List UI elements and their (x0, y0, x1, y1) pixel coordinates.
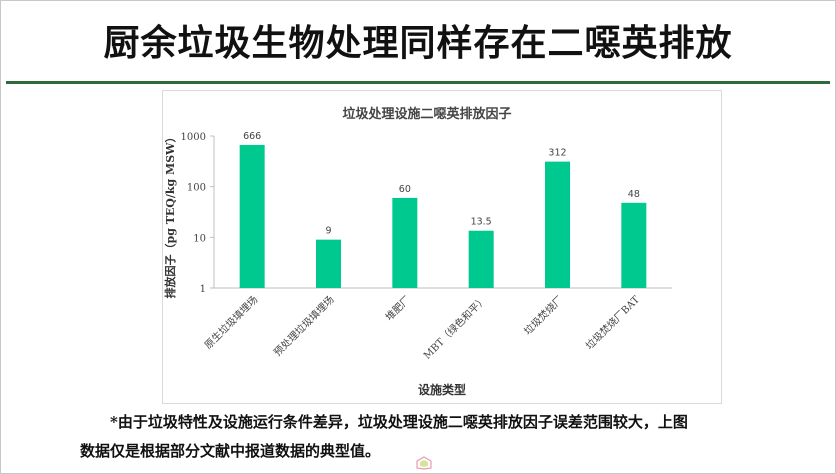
y-tick-label: 100 (187, 183, 206, 194)
chart-frame (162, 90, 722, 404)
bar (621, 202, 647, 288)
chart-title: 垃圾处理设施二噁英排放因子 (342, 106, 511, 122)
x-tick-label: 垃圾焚烧厂BAT (583, 293, 642, 352)
y-tick-label: 10 (193, 233, 206, 244)
bar (239, 144, 265, 288)
x-tick-label: 预处理垃圾填埋场 (271, 293, 337, 359)
bar-data-label: 9 (325, 226, 331, 237)
bar (392, 197, 418, 288)
y-tick-label: 1 (200, 284, 206, 295)
x-tick-label: 堆肥厂 (383, 294, 413, 324)
logo-icon (416, 456, 432, 470)
x-tick-label: 垃圾焚烧厂 (521, 293, 566, 338)
x-tick-label: MBT（绿色和平） (421, 293, 490, 362)
bar (316, 239, 341, 288)
bar-data-label: 666 (243, 131, 261, 142)
bar-data-label: 13.5 (471, 217, 492, 228)
y-axis-label: 排放因子（pg TEQ/kg MSW） (163, 132, 177, 299)
bar-data-label: 48 (628, 189, 640, 200)
bar (545, 161, 570, 288)
x-axis-label: 设施类型 (418, 382, 466, 397)
y-tick-label: 1000 (181, 132, 206, 143)
footnote-line-1: *由于垃圾特性及设施运行条件差异，垃圾处理设施二噁英排放因子误差范围较大，上图 (110, 413, 688, 431)
bar (468, 230, 494, 288)
bar-data-label: 60 (399, 184, 411, 195)
bar-data-label: 312 (548, 148, 566, 159)
title-divider (6, 81, 830, 84)
footnote-line-2: 数据仅是根据部分文献中报道数据的典型值。 (80, 442, 381, 460)
x-tick-label: 原生垃圾填埋场 (202, 293, 261, 352)
slide-title: 厨余垃圾生物处理同样存在二噁英排放 (103, 23, 733, 64)
